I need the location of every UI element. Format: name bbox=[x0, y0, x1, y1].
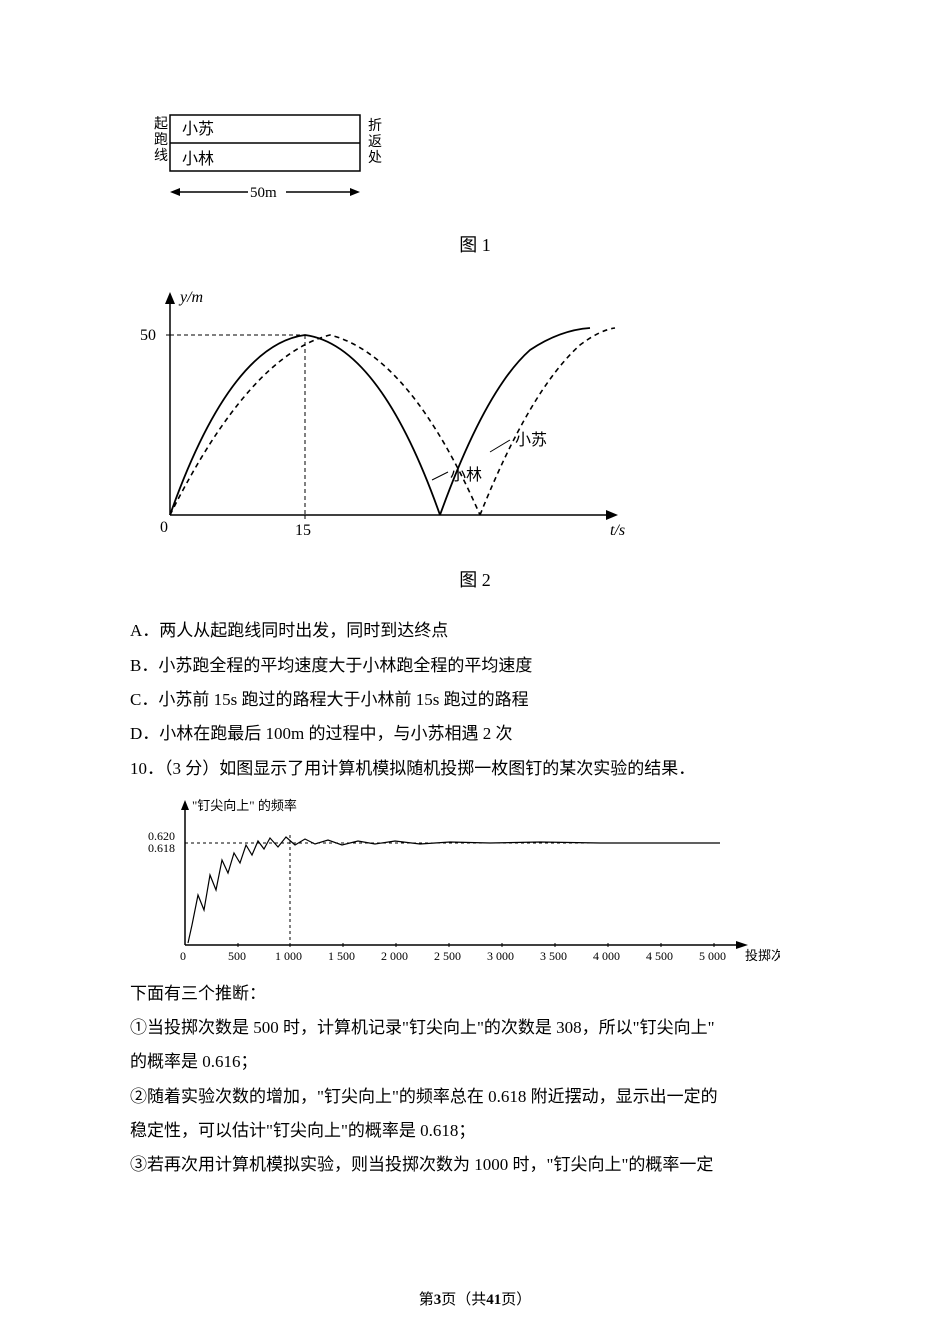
turn-label-3: 处 bbox=[368, 150, 382, 166]
distance-label: 50m bbox=[250, 185, 277, 201]
lane-lin: 小林 bbox=[182, 150, 214, 168]
option-a: A．两人从起跑线同时出发，同时到达终点 bbox=[130, 615, 820, 647]
svg-text:500: 500 bbox=[228, 949, 246, 963]
x-axis-label: t/s bbox=[610, 522, 625, 539]
page-footer: 第3页（共41页） bbox=[0, 1286, 950, 1315]
y-tick-50: 50 bbox=[140, 327, 156, 344]
chart-title: "钉尖向上" 的频率 bbox=[192, 798, 297, 813]
figure1-label: 图 1 bbox=[130, 228, 820, 262]
option-b: B．小苏跑全程的平均速度大于小林跑全程的平均速度 bbox=[130, 650, 820, 682]
svg-text:3 500: 3 500 bbox=[540, 949, 567, 963]
option-c: C．小苏前 15s 跑过的路程大于小林前 15s 跑过的路程 bbox=[130, 684, 820, 716]
y-axis-label: y/m bbox=[178, 289, 203, 306]
frequency-line bbox=[188, 837, 720, 943]
figure2-label: 图 2 bbox=[130, 563, 820, 597]
q10-stem: 10．（3 分）如图显示了用计算机模拟随机投掷一枚图钉的某次实验的结果． bbox=[130, 753, 820, 785]
start-label-1: 起 bbox=[154, 116, 168, 132]
svg-text:0: 0 bbox=[180, 949, 186, 963]
inference-lead: 下面有三个推断： bbox=[130, 978, 820, 1010]
x-ticks: 0 500 1 000 1 500 2 000 2 500 3 000 3 50… bbox=[180, 949, 726, 963]
turn-label-2: 返 bbox=[368, 134, 382, 150]
footer-post: 页） bbox=[501, 1292, 531, 1308]
figure2-curves: y/m t/s 50 15 0 小苏 小林 bbox=[130, 280, 820, 555]
curve-su bbox=[170, 335, 480, 515]
turn-label-1: 折 bbox=[368, 118, 382, 134]
lane-su: 小苏 bbox=[182, 120, 214, 138]
x-tick-15: 15 bbox=[295, 522, 311, 539]
inference-1a: ①当投掷次数是 500 时，计算机记录"钉尖向上"的次数是 308，所以"钉尖向… bbox=[130, 1012, 820, 1044]
frequency-svg: "钉尖向上" 的频率 0.620 0.618 0 500 1 000 1 500… bbox=[130, 795, 780, 970]
inference-2b: 稳定性，可以估计"钉尖向上"的概率是 0.618； bbox=[130, 1115, 820, 1147]
figure2-svg: y/m t/s 50 15 0 小苏 小林 bbox=[130, 280, 630, 555]
svg-text:4 500: 4 500 bbox=[646, 949, 673, 963]
x-axis-label2: 投掷次数 bbox=[745, 948, 780, 963]
curve-lin-label: 小林 bbox=[450, 466, 482, 484]
svg-text:4 000: 4 000 bbox=[593, 949, 620, 963]
figure1-svg: 小苏 小林 起 跑 线 折 返 处 50m bbox=[130, 110, 410, 220]
curve-lin bbox=[170, 335, 440, 515]
svg-text:2 000: 2 000 bbox=[381, 949, 408, 963]
inference-2a: ②随着实验次数的增加，"钉尖向上"的频率总在 0.618 附近摆动，显示出一定的 bbox=[130, 1081, 820, 1113]
svg-text:2 500: 2 500 bbox=[434, 949, 461, 963]
inference-1b: 的概率是 0.616； bbox=[130, 1046, 820, 1078]
start-label-2: 跑 bbox=[154, 132, 168, 148]
svg-text:3 000: 3 000 bbox=[487, 949, 514, 963]
frequency-chart: "钉尖向上" 的频率 0.620 0.618 0 500 1 000 1 500… bbox=[130, 795, 820, 970]
option-d: D．小林在跑最后 100m 的过程中，与小苏相遇 2 次 bbox=[130, 718, 820, 750]
start-label-3: 线 bbox=[154, 148, 168, 164]
svg-text:5 000: 5 000 bbox=[699, 949, 726, 963]
svg-text:1 000: 1 000 bbox=[275, 949, 302, 963]
footer-pre: 第 bbox=[419, 1292, 434, 1308]
inference-3: ③若再次用计算机模拟实验，则当投掷次数为 1000 时，"钉尖向上"的概率一定 bbox=[130, 1149, 820, 1181]
footer-mid: 页（共 bbox=[441, 1292, 486, 1308]
svg-text:0: 0 bbox=[160, 519, 168, 536]
ytick-1: 0.618 bbox=[148, 841, 175, 855]
curve-su-label: 小苏 bbox=[515, 431, 547, 449]
footer-total: 41 bbox=[486, 1292, 501, 1308]
figure1-track: 小苏 小林 起 跑 线 折 返 处 50m bbox=[130, 110, 820, 220]
svg-text:1 500: 1 500 bbox=[328, 949, 355, 963]
